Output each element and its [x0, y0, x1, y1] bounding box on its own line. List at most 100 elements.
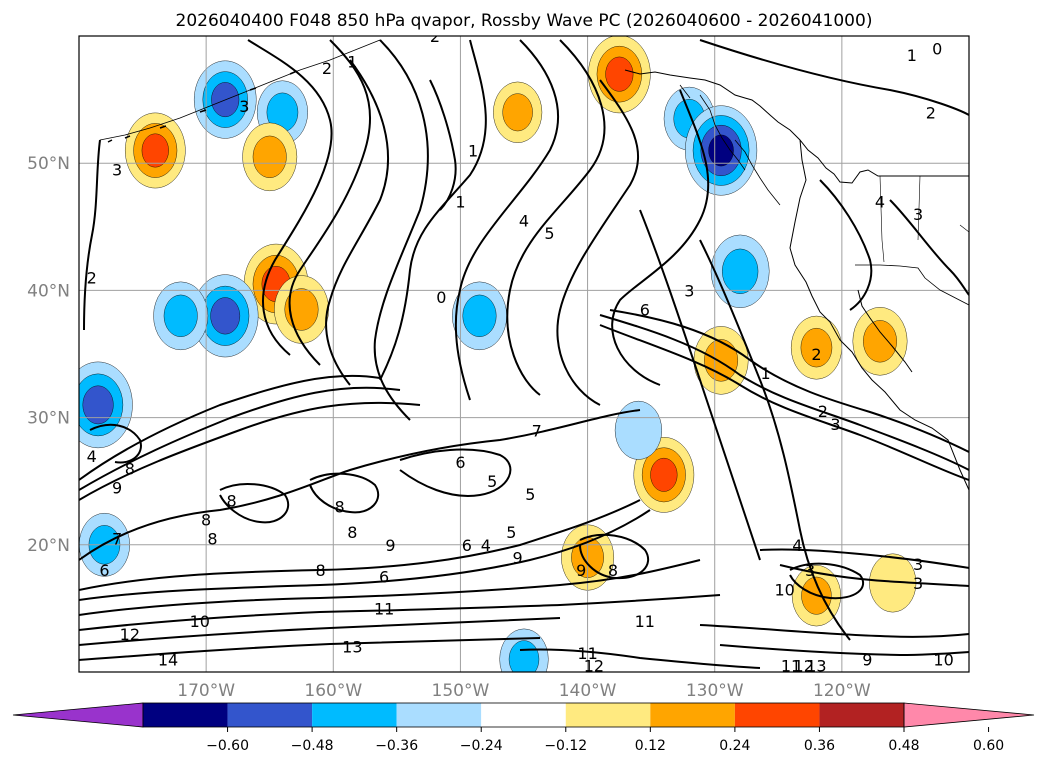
contour-line: [288, 39, 372, 366]
contour-line: [609, 309, 969, 453]
contour-label: 3: [913, 205, 923, 224]
contour-label: 8: [347, 523, 357, 542]
colorbar-tick-label: −0.36: [375, 738, 418, 754]
contour-line: [719, 644, 969, 657]
border-us-mexico: [855, 264, 969, 306]
contour-label: 0: [436, 288, 446, 307]
contour-line: [789, 562, 865, 600]
contour-label: 5: [544, 224, 554, 243]
contour-line: [699, 624, 969, 638]
contour-line: [83, 139, 101, 331]
contour-label: 11: [781, 657, 801, 676]
contour-label: 14: [158, 650, 178, 669]
graticule: [79, 36, 969, 672]
map-frame: [78, 35, 970, 673]
contour-label: 8: [608, 561, 618, 580]
anomaly-blob: [79, 361, 133, 449]
contour-line: [599, 324, 969, 481]
contour-label: 6: [640, 300, 650, 319]
anomaly-blob: [493, 81, 543, 143]
anomaly-blob: [685, 105, 758, 196]
colorbar: −0.60 −0.48 −0.36 −0.24 −0.12 0.12 0.24 0.36 0.4…: [12, 702, 1035, 754]
chart-title: 2026040400 F048 850 hPa qvapor, Rossby W…: [176, 11, 873, 31]
anomaly-level: [284, 288, 319, 331]
anomaly-level: [722, 248, 759, 294]
contour-line: [639, 209, 761, 561]
contour-label: 9: [513, 549, 523, 568]
southeast-alaska-islands: [679, 84, 781, 206]
colorbar-tick-label: −0.12: [544, 738, 587, 754]
baja-california: [857, 289, 913, 373]
contour-label: 2: [322, 59, 332, 78]
anomaly-level: [252, 135, 287, 178]
contour-line: [219, 483, 290, 524]
anomaly-level: [82, 385, 114, 425]
anomaly-blob: [710, 234, 770, 308]
contour-label: 8: [207, 529, 217, 548]
contour-label: 6: [455, 453, 465, 472]
anomaly-fill-layer: [79, 36, 917, 672]
contour-line: [556, 79, 639, 406]
colorbar-tick-label: −0.24: [460, 738, 503, 754]
colorbar-segment: [481, 703, 566, 727]
contour-label: 2: [430, 27, 440, 46]
contour-line: [379, 39, 487, 381]
colorbar-segment: [819, 703, 904, 727]
y-tick-label: 30°N: [27, 409, 70, 429]
anomaly-level: [650, 457, 678, 492]
y-axis-tick-labels: 20°N 30°N 40°N 50°N: [27, 154, 70, 556]
anomaly-blob: [614, 400, 662, 460]
colorbar-extend-low: [12, 702, 144, 728]
contour-label: 13: [342, 638, 362, 657]
contour-line: [399, 448, 512, 497]
aleutian-islands: [107, 70, 298, 143]
north-america-coastline: [624, 69, 969, 491]
contour-label: 8: [226, 491, 236, 510]
anomaly-blob: [274, 275, 329, 344]
contour-label: 2: [811, 345, 821, 364]
contour-line: [79, 617, 561, 646]
contour-label: 8: [125, 459, 135, 478]
anomaly-level: [863, 320, 897, 363]
y-tick-label: 40°N: [27, 281, 70, 301]
colorbar-tick-label: −0.48: [291, 738, 334, 754]
contour-line: [454, 39, 559, 401]
contour-label: 6: [462, 536, 472, 555]
colorbar-tick-label: −0.60: [206, 738, 249, 754]
contour-label: 7: [532, 421, 542, 440]
contour-line: [699, 239, 851, 641]
contour-label: 11: [374, 599, 394, 618]
anomaly-blob: [242, 122, 298, 192]
contour-label: 3: [805, 561, 815, 580]
x-axis-tick-labels: 170°W 160°W 150°W 140°W 130°W 120°W: [177, 681, 871, 701]
x-tick-label: 150°W: [432, 681, 490, 701]
contour-label: 1: [907, 46, 917, 65]
contour-line: [79, 374, 381, 481]
contour-label: 4: [87, 447, 97, 466]
contour-label: 13: [806, 657, 826, 676]
anomaly-blob: [452, 281, 507, 351]
contour-line: [506, 39, 606, 396]
colorbar-segment: [396, 703, 482, 727]
contour-line: [611, 89, 710, 386]
colorbar-segment: [227, 703, 313, 727]
anomaly-level: [462, 294, 497, 337]
colorbar-tick-label: 0.36: [804, 738, 835, 754]
contour-label: 1: [468, 141, 478, 160]
contour-label: 11: [635, 612, 655, 631]
colorbar-tick-label: 0.24: [719, 738, 750, 754]
x-tick-label: 160°W: [304, 681, 362, 701]
anomaly-blob: [852, 307, 908, 376]
contour-label: 2: [818, 402, 828, 421]
contour-label: 8: [201, 510, 211, 529]
y-tick-label: 50°N: [27, 154, 70, 174]
colorbar-segment: [734, 703, 820, 727]
contour-label: 10: [933, 650, 953, 669]
colorbar-segment: [312, 703, 397, 727]
contour-label: 2: [87, 269, 97, 288]
contour-line: [79, 499, 641, 591]
contour-label: 1: [347, 52, 357, 71]
contour-line: [89, 423, 142, 464]
